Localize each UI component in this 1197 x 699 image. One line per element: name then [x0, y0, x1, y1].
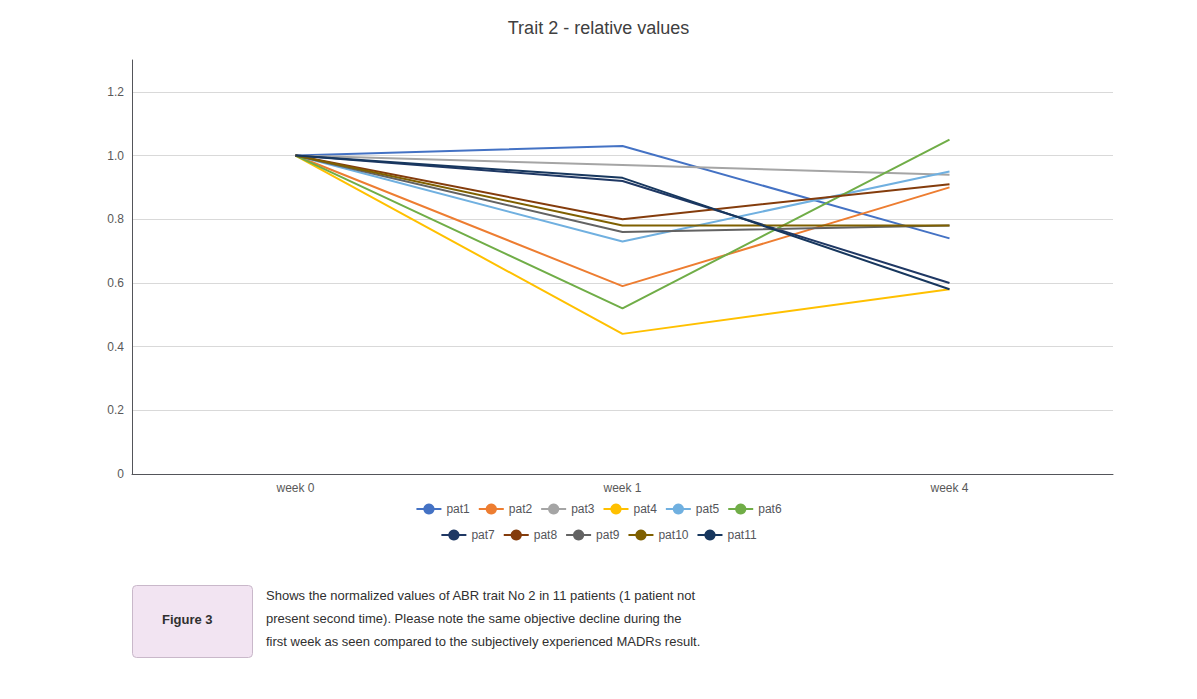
svg-text:0.4: 0.4	[107, 340, 124, 354]
svg-text:week 0: week 0	[275, 481, 314, 495]
svg-text:pat10: pat10	[658, 528, 688, 542]
svg-text:first week as seen compared to: first week as seen compared to the subje…	[266, 634, 700, 649]
svg-text:pat4: pat4	[634, 502, 658, 516]
svg-text:Shows the normalized values of: Shows the normalized values of ABR trait…	[266, 588, 695, 603]
svg-text:pat8: pat8	[534, 528, 558, 542]
svg-text:Trait 2 - relative values: Trait 2 - relative values	[508, 18, 689, 38]
svg-text:1.2: 1.2	[107, 85, 124, 99]
svg-text:pat6: pat6	[758, 502, 782, 516]
svg-text:pat3: pat3	[571, 502, 595, 516]
svg-text:pat11: pat11	[727, 528, 756, 542]
svg-text:Figure 3: Figure 3	[162, 612, 213, 627]
svg-text:present second time). Please n: present second time). Please note the sa…	[266, 611, 682, 626]
svg-text:0.6: 0.6	[107, 276, 124, 290]
svg-text:week 1: week 1	[602, 481, 641, 495]
svg-text:0: 0	[117, 467, 124, 481]
svg-text:pat2: pat2	[509, 502, 533, 516]
svg-text:pat1: pat1	[446, 502, 470, 516]
svg-text:0.2: 0.2	[107, 403, 124, 417]
svg-text:week 4: week 4	[929, 481, 968, 495]
svg-text:pat7: pat7	[471, 528, 495, 542]
svg-text:0.8: 0.8	[107, 212, 124, 226]
svg-text:pat5: pat5	[696, 502, 720, 516]
svg-text:pat9: pat9	[596, 528, 620, 542]
svg-text:1.0: 1.0	[107, 149, 124, 163]
